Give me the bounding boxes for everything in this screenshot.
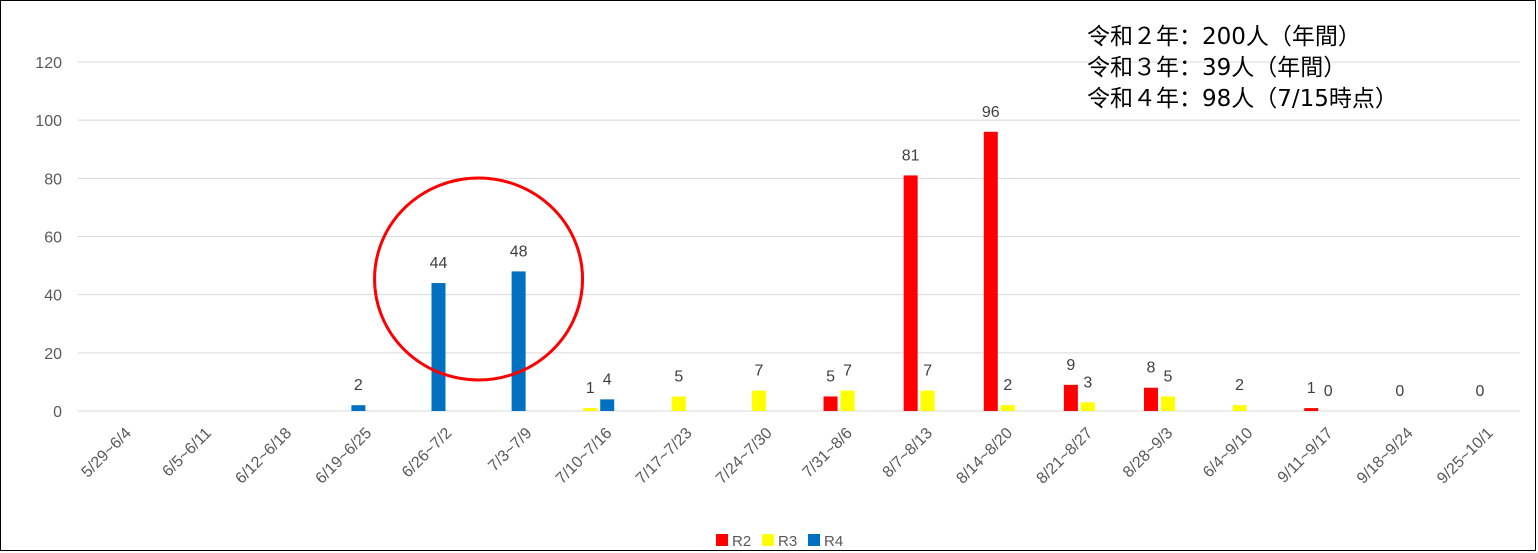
data-label-r3: 5	[1164, 368, 1173, 385]
bar-r2	[823, 396, 838, 411]
legend-label-r4: R4	[824, 533, 843, 550]
x-tick-label: 9/11~9/17	[1275, 425, 1337, 487]
legend-swatch-r4	[808, 534, 820, 546]
bars	[351, 131, 1319, 412]
data-label-r4: 4	[603, 371, 612, 388]
legend-label-r2: R2	[732, 533, 751, 550]
y-tick-label: 0	[53, 404, 62, 421]
x-tick-label: 5/29~6/4	[79, 425, 135, 481]
annotation-line-r3: 令和３年：39人（年間）	[1087, 55, 1347, 81]
y-tick-label: 40	[44, 288, 62, 305]
highlight-circle	[373, 176, 585, 382]
bar-r2	[1144, 387, 1158, 411]
summary-annotation: 令和２年：200人（年間） 令和３年：39人（年間） 令和４年：98人（7/15…	[1087, 22, 1398, 115]
gridlines	[78, 61, 1520, 412]
bar-r3	[671, 396, 686, 411]
data-label-r3: 2	[1003, 377, 1012, 394]
bar-r4	[351, 405, 366, 411]
x-tick-label: 9/18~9/24	[1354, 425, 1417, 488]
data-label-r4: 2	[354, 377, 363, 394]
bar-r3	[1161, 396, 1175, 411]
x-tick-label: 8/14~8/20	[953, 425, 1016, 488]
data-label-r3: 5	[674, 368, 683, 385]
x-tick-label: 6/4~9/10	[1200, 425, 1256, 481]
legend-swatch-r3	[762, 534, 774, 546]
x-tick-label: 7/3~7/9	[485, 425, 535, 475]
bar-r3	[583, 408, 598, 411]
y-tick-label: 80	[44, 171, 62, 188]
bar-r3	[751, 390, 766, 411]
data-label-r3: 7	[923, 363, 932, 380]
x-tick-label: 7/31~8/6	[800, 425, 856, 481]
data-label-r2: 1	[1307, 380, 1316, 397]
x-tick-label: 9/25~10/1	[1434, 425, 1497, 488]
x-tick-label: 8/28~9/3	[1120, 425, 1176, 481]
data-label-r2: 9	[1066, 357, 1075, 374]
data-label-r2: 81	[902, 147, 920, 164]
bar-r2	[983, 131, 998, 412]
bar-r3	[1232, 405, 1247, 411]
data-label-r3: 2	[1235, 377, 1244, 394]
y-axis-ticks: 0 20 40 60 80 100 120	[35, 55, 62, 421]
y-tick-label: 20	[44, 346, 62, 363]
bar-r3	[920, 390, 935, 411]
bar-r3	[1080, 402, 1095, 411]
data-label-r2: 8	[1147, 360, 1156, 377]
data-label-r2: 96	[982, 104, 1000, 121]
x-tick-label: 7/24~7/30	[713, 425, 776, 488]
data-label-r3: 0	[1475, 383, 1484, 400]
data-label-r3: 3	[1083, 374, 1092, 391]
data-label-r3: 1	[586, 380, 595, 397]
legend: R2 R3 R4	[716, 533, 843, 550]
x-tick-label: 6/12~6/18	[232, 425, 295, 488]
bar-r4	[511, 271, 526, 411]
data-label-r3: 0	[1395, 383, 1404, 400]
highlight-circle-shape	[373, 176, 585, 382]
data-label-r3: 7	[754, 363, 763, 380]
data-label-r4: 44	[430, 255, 448, 272]
bar-r3	[1000, 405, 1015, 411]
data-label-r4: 48	[510, 243, 528, 260]
data-label-r2: 5	[826, 368, 835, 385]
bar-r4	[431, 283, 446, 411]
x-tick-label: 7/10~7/16	[553, 425, 616, 488]
x-tick-label: 8/21~8/27	[1034, 425, 1097, 488]
bar-r3	[840, 390, 855, 411]
data-label-r3: 0	[1324, 383, 1333, 400]
x-tick-label: 7/17~7/23	[633, 425, 696, 488]
bar-r2	[1063, 384, 1078, 411]
bar-r2	[903, 175, 918, 411]
bar-r4	[600, 399, 615, 411]
y-tick-label: 120	[35, 55, 62, 72]
x-tick-label: 6/26~7/2	[399, 425, 455, 481]
annotation-line-r4: 令和４年：98人（7/15時点）	[1087, 86, 1398, 112]
data-label-r3: 7	[843, 363, 852, 380]
bar-r2	[1304, 408, 1319, 411]
x-tick-label: 6/19~6/25	[313, 425, 376, 488]
legend-label-r3: R3	[778, 533, 797, 550]
y-tick-label: 100	[35, 113, 62, 130]
y-tick-label: 60	[44, 230, 62, 247]
x-tick-label: 8/7~8/13	[880, 425, 936, 481]
annotation-line-r2: 令和２年：200人（年間）	[1087, 24, 1361, 50]
x-axis-ticks: 5/29~6/4 6/5~6/11 6/12~6/18 6/19~6/25 6/26~7…	[79, 425, 1497, 488]
x-tick-label: 6/5~6/11	[159, 425, 215, 481]
legend-swatch-r2	[716, 534, 728, 546]
